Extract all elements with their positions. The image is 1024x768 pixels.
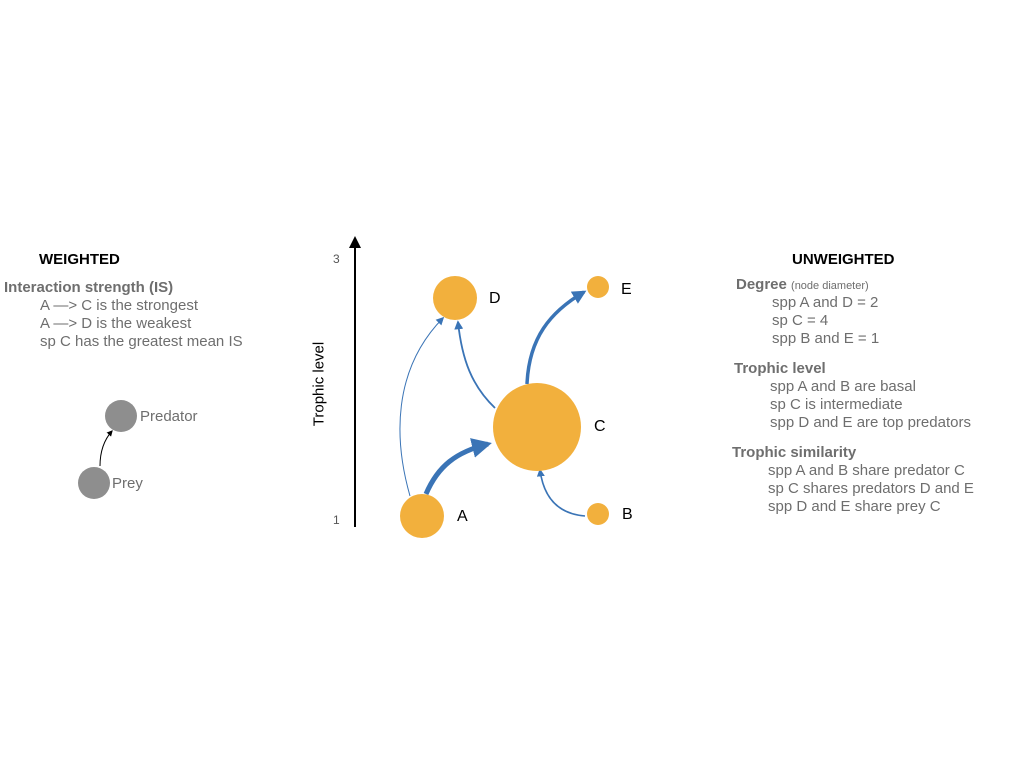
legend-arrow — [99, 430, 113, 467]
edge-c-to-e — [525, 290, 587, 385]
edge-b-to-c — [536, 468, 586, 517]
degree-note: (node diameter) — [791, 280, 869, 292]
axis-tick-bottom: 1 — [333, 513, 340, 527]
interaction-strength-heading: Interaction strength (IS) — [4, 279, 174, 296]
node-a — [400, 494, 444, 538]
axis-tick-top: 3 — [333, 252, 340, 266]
degree-heading: Degree (node diameter) — [736, 276, 869, 293]
degree-line: spp B and E = 1 — [772, 330, 880, 347]
trophic-level-heading: Trophic level — [734, 360, 826, 377]
node-label-e: E — [621, 281, 632, 298]
node-b — [587, 503, 609, 525]
node-d — [433, 276, 477, 320]
node-label-b: B — [622, 506, 633, 523]
node-label-d: D — [489, 290, 501, 307]
axis-label: Trophic level — [310, 341, 328, 427]
edge-a-to-d — [399, 316, 445, 497]
legend-predator-node — [105, 400, 137, 432]
legend-prey-node — [78, 467, 110, 499]
degree-line: sp C = 4 — [772, 312, 829, 329]
node-label-c: C — [594, 418, 606, 435]
trophic-similarity-line: spp D and E share prey C — [768, 498, 941, 515]
node-c — [493, 383, 581, 471]
trophic-level-line: sp C is intermediate — [770, 396, 903, 413]
edge-c-to-d — [454, 320, 496, 409]
trophic-level-line: spp A and B are basal — [770, 378, 916, 395]
node-label-a: A — [457, 508, 468, 525]
unweighted-title: UNWEIGHTED — [792, 251, 895, 268]
weighted-line: A —> C is the strongest — [40, 297, 198, 314]
trophic-level-line: spp D and E are top predators — [770, 414, 971, 431]
trophic-similarity-line: spp A and B share predator C — [768, 462, 965, 479]
weighted-line: A —> D is the weakest — [40, 315, 192, 332]
edge-a-to-c — [423, 438, 492, 495]
weighted-title: WEIGHTED — [39, 251, 120, 268]
trophic-similarity-line: sp C shares predators D and E — [768, 480, 974, 497]
legend-prey-label: Prey — [112, 475, 143, 492]
degree-line: spp A and D = 2 — [772, 294, 879, 311]
degree-heading-text: Degree — [736, 276, 787, 293]
legend-predator-label: Predator — [140, 408, 198, 425]
weighted-line: sp C has the greatest mean IS — [40, 333, 243, 350]
trophic-similarity-heading: Trophic similarity — [732, 444, 857, 461]
node-e — [587, 276, 609, 298]
